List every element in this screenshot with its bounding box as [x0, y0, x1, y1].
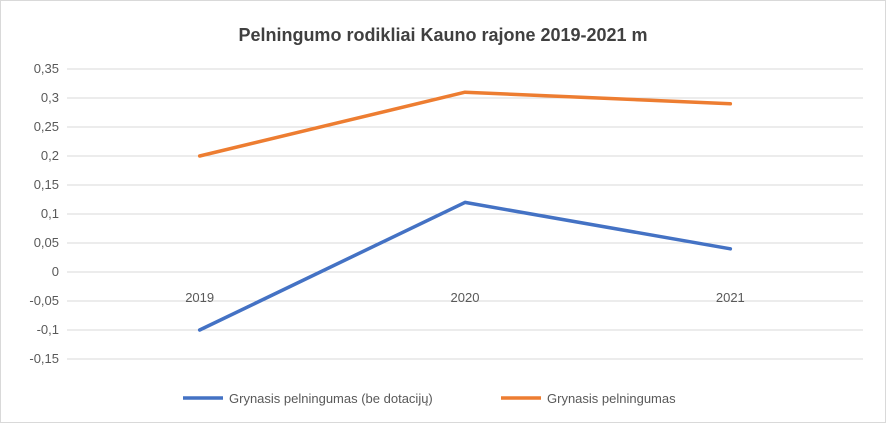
series-line-1: [197, 200, 733, 332]
data-point: [198, 328, 202, 332]
y-tick-label: 0,25: [34, 119, 59, 134]
chart-title: Pelningumo rodikliai Kauno rajone 2019-2…: [238, 25, 647, 45]
data-point: [728, 102, 732, 106]
x-tick-label: 2019: [185, 290, 214, 305]
series-lines: [197, 90, 733, 332]
y-tick-label: -0,1: [37, 322, 59, 337]
y-tick-label: -0,15: [29, 351, 59, 366]
y-tick-label: -0,05: [29, 293, 59, 308]
data-point: [463, 200, 467, 204]
y-tick-label: 0,1: [41, 206, 59, 221]
y-tick-label: 0,3: [41, 90, 59, 105]
y-tick-label: 0: [52, 264, 59, 279]
data-point: [198, 154, 202, 158]
data-point: [463, 90, 467, 94]
series-line-2: [197, 90, 733, 158]
y-tick-label: 0,05: [34, 235, 59, 250]
y-tick-label: 0,15: [34, 177, 59, 192]
legend: Grynasis pelningumas (be dotacijų) Grynas…: [183, 391, 676, 406]
data-point: [728, 247, 732, 251]
x-tick-label: 2020: [451, 290, 480, 305]
y-tick-label: 0,35: [34, 61, 59, 76]
y-axis-ticks: 0,35 0,3 0,25 0,2 0,15 0,1 0,05 0 -0,05 -0,1 -0,15: [29, 61, 59, 366]
y-tick-label: 0,2: [41, 148, 59, 163]
x-tick-label: 2021: [716, 290, 745, 305]
gridlines: [67, 68, 863, 360]
legend-label: Grynasis pelningumas (be dotacijų): [229, 391, 433, 406]
legend-label: Grynasis pelningumas: [547, 391, 676, 406]
x-axis-ticks: 2019 2020 2021: [185, 290, 745, 305]
